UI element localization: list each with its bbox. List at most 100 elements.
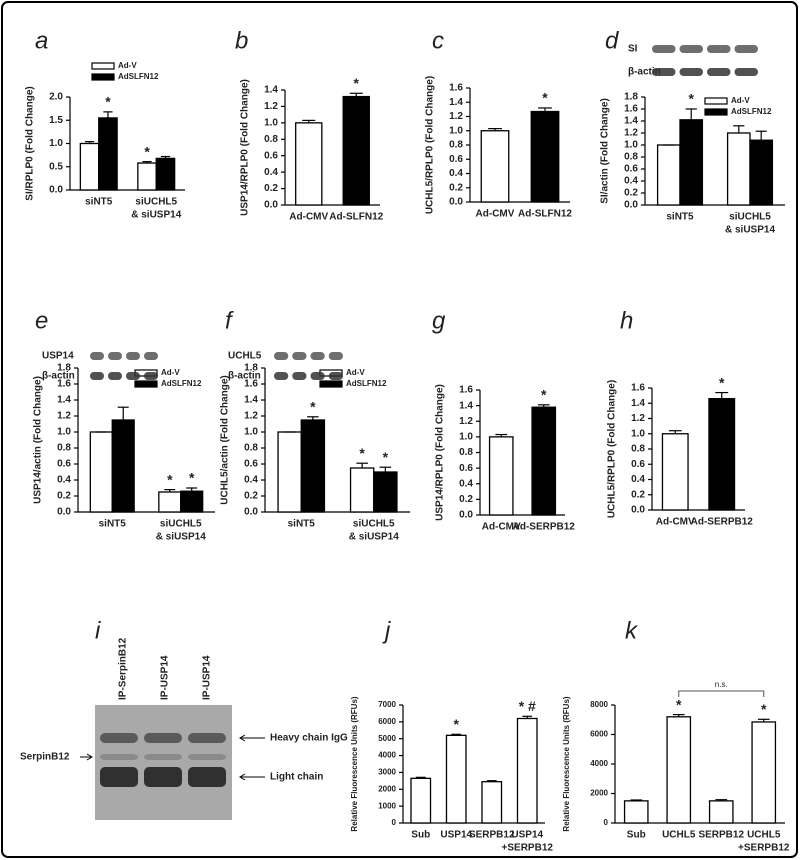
blot-band [126,352,140,360]
panel-letter: i [95,617,101,644]
y-tick-label: 6000 [378,717,396,726]
y-tick-label: 0.4 [57,475,71,486]
x-tick-label: siNT5 [85,197,113,208]
blot-band [100,733,138,743]
y-tick-label: 0.6 [624,164,638,175]
y-tick-label: 1.0 [449,125,463,136]
y-tick-label: 1.2 [449,111,463,122]
x-tick-label: Ad-CMV [289,212,328,223]
x-tick-label: & siUSP14 [156,532,206,543]
y-tick-label: 1.2 [264,101,278,112]
y-axis-label: Relative Fluorescence Units (RFUs) [562,696,571,831]
bar [111,419,135,513]
bar [480,130,510,203]
y-tick-label: 1.0 [57,427,71,438]
blot-band [734,45,758,53]
panel-letter: b [235,27,248,54]
significance-mark: * # [519,698,536,714]
y-tick-label: 0.8 [264,134,278,145]
blot-band [292,352,307,360]
legend-label: AdSLFN12 [161,379,202,388]
legend-label: AdSLFN12 [118,72,159,81]
band-label: Heavy chain IgG [270,733,348,744]
x-tick-label: siUCHL5 [160,519,202,530]
y-tick-label: 1.4 [631,398,645,409]
y-tick-label: 0.0 [624,200,638,211]
y-tick-label: 0.8 [631,444,645,455]
y-axis-label: UCHL5/RPLP0 (Fold Change) [425,76,436,214]
blot-band [144,352,158,360]
y-tick-label: 0.2 [459,494,473,505]
legend-label: Ad-V [731,96,750,105]
bar [79,142,100,191]
bar [481,781,503,824]
x-tick-label: Sub [627,830,646,841]
y-tick-label: 1.2 [459,416,473,427]
bar [531,406,557,516]
blot-band [126,372,140,380]
bar [530,110,560,203]
blot-label: β-actin [228,371,261,382]
significance-mark: * [719,374,725,390]
y-tick-label: 0.0 [49,185,63,196]
y-tick-label: 0.8 [459,447,473,458]
bar [277,431,302,513]
bar [373,471,398,513]
blot-band [100,754,138,760]
band-label: Light chain [270,772,323,783]
bar [749,139,774,206]
y-tick-label: 1.4 [449,97,463,108]
y-axis-label: SI/actin (Fold Change) [600,98,611,204]
y-tick-label: 0.0 [244,507,258,518]
y-axis-label: USP14/RPLP0 (Fold Change) [435,384,446,521]
x-tick-label: Ad-SERPB12 [691,517,754,528]
blot-band [144,754,182,760]
x-tick-label: siNT5 [288,519,316,530]
y-tick-label: 1.8 [244,363,258,374]
arrow [239,734,265,742]
x-tick-label: & siUSP14 [349,532,399,543]
panel-letter: e [35,307,48,334]
panel-letter: j [382,617,391,644]
y-tick-label: 1.6 [459,385,473,396]
bracket-label: n.s. [715,680,728,689]
y-tick-label: 1.0 [49,138,63,149]
significance-mark: * [144,143,150,159]
y-tick-label: 0.6 [57,459,71,470]
y-tick-label: 0.2 [624,188,638,199]
legend-label: AdSLFN12 [346,379,387,388]
y-tick-label: 1.4 [244,395,258,406]
blot-band [310,372,325,380]
bar [295,122,323,206]
y-tick-label: 0.6 [264,150,278,161]
y-tick-label: 1.0 [624,140,638,151]
y-tick-label: 1.6 [244,379,258,390]
blot-band [274,372,289,380]
y-tick-label: 1.5 [49,115,63,126]
blot-label: β-actin [628,67,661,78]
blot-band [100,767,138,787]
bar [349,467,375,513]
y-tick-label: 7000 [378,700,396,709]
arrow [80,753,93,761]
significance-mark: * [310,399,316,415]
x-tick-label: UCHL5 [662,830,696,841]
bar [158,491,182,513]
bar [708,398,736,511]
y-axis-label: USP14/actin (Fold Change) [33,376,44,504]
blot-band [90,372,104,380]
bar [488,436,514,516]
y-tick-label: 0.4 [264,167,278,178]
y-tick-label: 1.2 [244,411,258,422]
y-tick-label: 0.0 [264,200,278,211]
legend-label: Ad-V [346,368,365,377]
x-tick-label: USP14 [440,830,472,841]
y-tick-label: 5000 [378,734,396,743]
significance-mark: * [383,449,389,465]
y-tick-label: 0.0 [57,507,71,518]
y-tick-label: 1.8 [57,363,71,374]
x-tick-label: Ad-CMV [476,209,515,220]
blot-band [328,372,343,380]
y-tick-label: 2000 [590,789,608,798]
bar [516,717,538,824]
